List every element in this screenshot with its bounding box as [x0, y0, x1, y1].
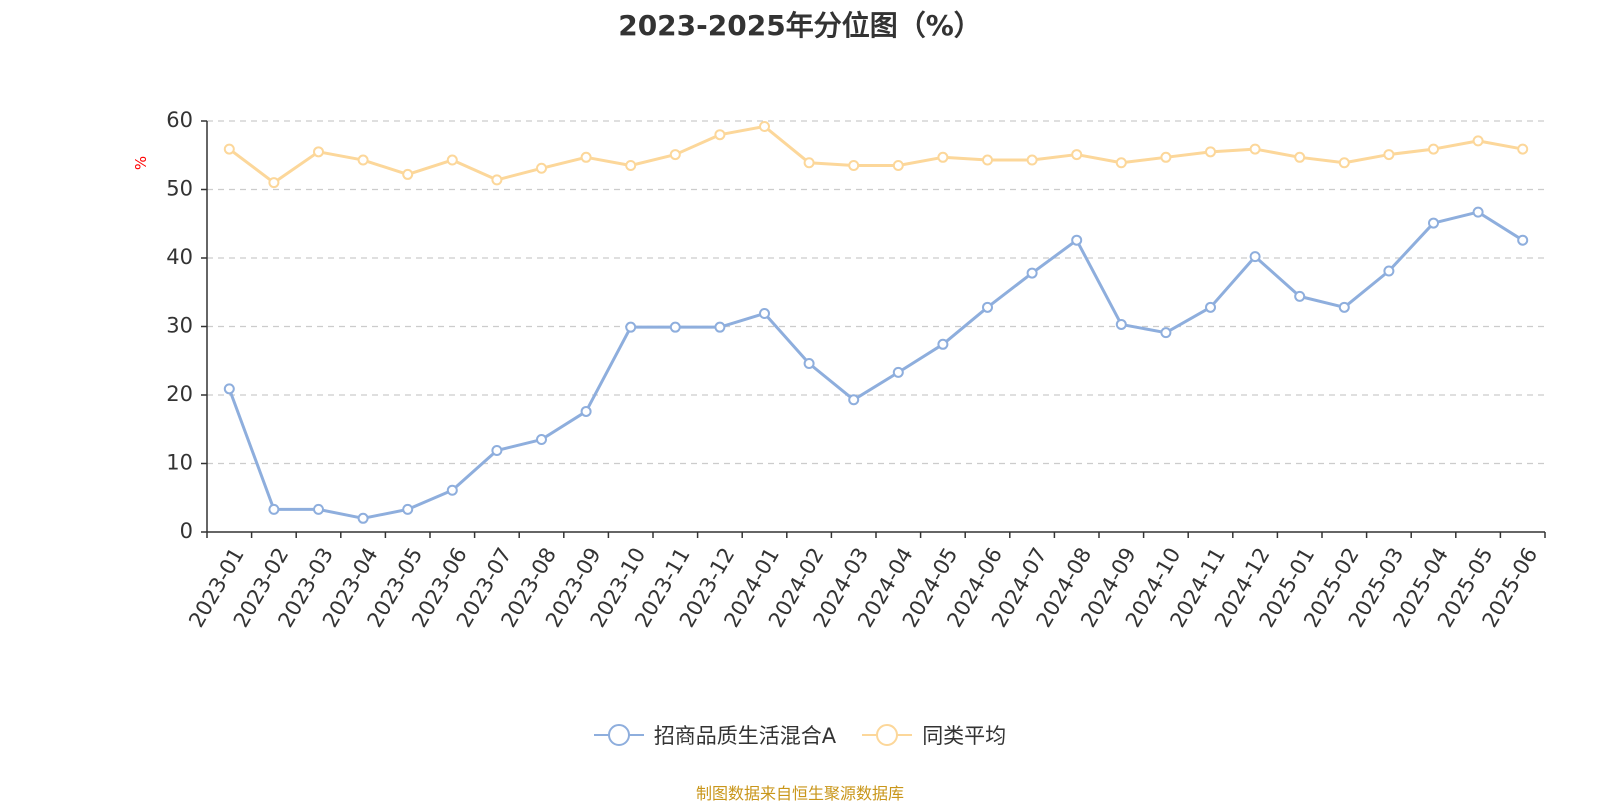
series-lines	[223, 120, 1529, 524]
y-tick-label: 10	[166, 451, 193, 475]
data-point-series-1[interactable]	[1026, 267, 1038, 279]
data-point-series-1[interactable]	[446, 484, 458, 496]
grid-lines	[207, 120, 1545, 465]
data-point-series-2[interactable]	[536, 162, 547, 174]
data-point-series-2[interactable]	[1160, 151, 1172, 163]
data-point-series-2[interactable]	[1294, 151, 1306, 163]
y-tick-label: 40	[166, 245, 193, 269]
series-line-1	[227, 210, 1524, 520]
data-point-series-1[interactable]	[580, 405, 592, 417]
data-point-series-2[interactable]	[446, 154, 458, 166]
y-tick-label: 0	[180, 519, 193, 543]
y-tick-label: 60	[166, 108, 193, 132]
data-point-series-1[interactable]	[1472, 206, 1484, 218]
data-point-series-2[interactable]	[1071, 149, 1083, 161]
series-line-2	[228, 124, 1523, 185]
data-point-series-1[interactable]	[1071, 234, 1083, 246]
legend-item-series-2[interactable]: 同类平均	[862, 720, 1006, 750]
data-point-series-2[interactable]	[1249, 143, 1261, 155]
data-point-series-2[interactable]	[848, 160, 860, 172]
data-point-series-2[interactable]	[1115, 157, 1127, 169]
data-point-series-1[interactable]	[669, 321, 681, 333]
data-point-series-1[interactable]	[1115, 318, 1127, 330]
data-point-series-2[interactable]	[625, 160, 637, 172]
data-point-series-1[interactable]	[223, 383, 235, 395]
data-point-series-2[interactable]	[982, 154, 993, 166]
data-point-series-1[interactable]	[536, 434, 547, 446]
data-point-series-1[interactable]	[759, 307, 770, 319]
y-tick-label: 30	[166, 314, 193, 338]
legend-item-series-1[interactable]: 招商品质生活混合A	[593, 720, 837, 750]
data-point-series-2[interactable]	[223, 143, 235, 155]
data-point-series-2[interactable]	[1428, 143, 1439, 155]
chart-title: 2023-2025年分位图（%）	[618, 9, 982, 42]
data-point-series-2[interactable]	[268, 177, 280, 189]
data-point-series-1[interactable]	[491, 444, 503, 456]
y-tick-label: 50	[166, 177, 193, 201]
data-point-series-1[interactable]	[1160, 327, 1172, 339]
data-point-series-2[interactable]	[937, 151, 949, 163]
data-point-series-1[interactable]	[357, 512, 369, 524]
data-point-series-2[interactable]	[669, 149, 681, 161]
data-point-series-1[interactable]	[1205, 301, 1216, 313]
data-point-series-1[interactable]	[982, 301, 993, 313]
data-point-series-1[interactable]	[1428, 217, 1439, 229]
data-point-series-1[interactable]	[1383, 265, 1395, 277]
data-point-series-2[interactable]	[1205, 146, 1216, 158]
data-point-series-1[interactable]	[402, 503, 414, 515]
legend-label-series-2: 同类平均	[922, 724, 1007, 748]
data-point-series-1[interactable]	[892, 366, 904, 378]
data-point-series-2[interactable]	[491, 174, 503, 186]
data-point-series-2[interactable]	[1472, 135, 1484, 147]
data-point-series-1[interactable]	[1517, 234, 1529, 246]
data-point-series-2[interactable]	[759, 120, 770, 132]
legend-swatch-series-2	[862, 724, 913, 746]
data-point-series-1[interactable]	[625, 321, 637, 333]
data-point-series-2[interactable]	[714, 129, 726, 141]
source-note: 制图数据来自恒生聚源数据库	[695, 784, 904, 803]
data-point-series-1[interactable]	[268, 503, 280, 515]
data-point-series-1[interactable]	[313, 503, 324, 515]
data-point-series-2[interactable]	[313, 146, 324, 158]
data-point-series-2[interactable]	[580, 151, 592, 163]
legend: 招商品质生活混合A 同类平均	[0, 720, 1600, 750]
y-axis-label: %	[132, 156, 150, 170]
data-point-series-1[interactable]	[937, 338, 949, 350]
data-point-series-2[interactable]	[1383, 149, 1395, 161]
data-point-series-1[interactable]	[714, 321, 726, 333]
data-point-series-2[interactable]	[803, 157, 815, 169]
data-point-series-1[interactable]	[1249, 251, 1261, 263]
data-point-series-1[interactable]	[1338, 301, 1350, 313]
legend-swatch-series-1	[593, 724, 644, 746]
tick-labels: 0102030405060%2023-012023-022023-032023-…	[132, 108, 1542, 631]
data-point-series-1[interactable]	[848, 394, 860, 406]
legend-label-series-1: 招商品质生活混合A	[653, 724, 837, 748]
axes	[201, 120, 1546, 538]
data-point-series-2[interactable]	[1338, 157, 1350, 169]
data-point-series-2[interactable]	[1026, 154, 1038, 166]
data-point-series-2[interactable]	[402, 168, 414, 180]
data-point-series-2[interactable]	[892, 160, 904, 172]
y-tick-label: 20	[166, 382, 193, 406]
data-point-series-1[interactable]	[803, 357, 815, 369]
data-point-series-2[interactable]	[357, 154, 369, 166]
data-point-series-2[interactable]	[1517, 143, 1529, 155]
data-point-series-1[interactable]	[1294, 290, 1306, 302]
